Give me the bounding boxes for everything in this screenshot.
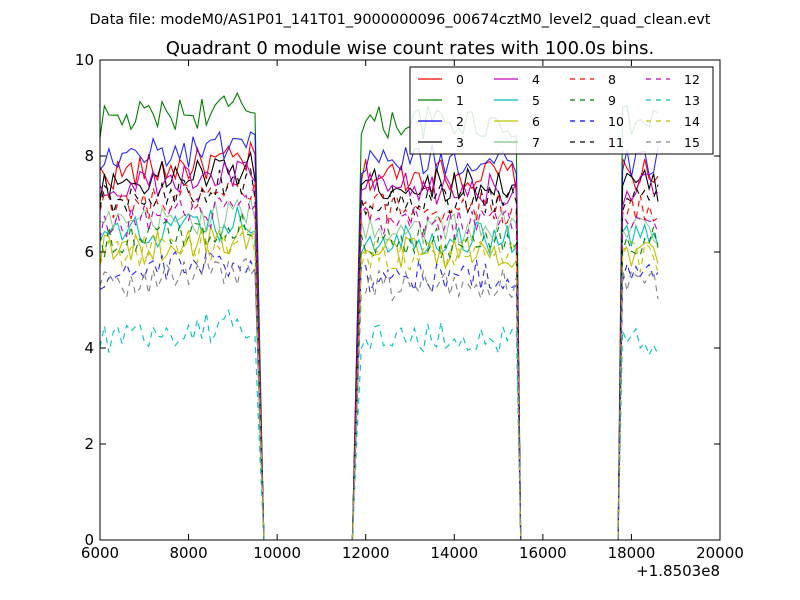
y-tick-label: 6: [84, 243, 94, 261]
x-tick-label: 16000: [519, 544, 567, 562]
legend-label-14: 14: [684, 114, 700, 129]
legend-label-13: 13: [684, 93, 700, 108]
x-offset-label: +1.8503e8: [636, 562, 720, 580]
series-line-10: [99, 250, 659, 541]
plot-area: 6000 8000 10000 12000 14000 16000 18000 20000 0 2…: [75, 51, 744, 562]
legend-label-4: 4: [532, 72, 540, 87]
legend-label-3: 3: [456, 135, 464, 150]
x-tick-label: 14000: [430, 544, 478, 562]
x-tick-label: 10000: [253, 544, 301, 562]
legend-label-5: 5: [532, 93, 540, 108]
legend-label-15: 15: [684, 135, 700, 150]
legend-label-10: 10: [608, 114, 624, 129]
legend-label-11: 11: [608, 135, 624, 150]
series-line-12: [99, 194, 659, 541]
x-tick-label: 8000: [169, 544, 207, 562]
legend-label-0: 0: [456, 72, 464, 87]
legend-label-1: 1: [456, 93, 464, 108]
legend-label-9: 9: [608, 93, 616, 108]
legend-label-2: 2: [456, 114, 464, 129]
y-tick-label: 10: [75, 51, 94, 69]
x-tick-label: 6000: [81, 544, 119, 562]
plot-frame: [99, 59, 721, 541]
y-tick-label: 8: [84, 147, 94, 165]
x-tick-label: 20000: [696, 544, 744, 562]
x-tick-label: 18000: [608, 544, 656, 562]
series-line-14: [99, 226, 659, 541]
ticks-layer: 6000 8000 10000 12000 14000 16000 18000 20000 0 2…: [75, 51, 744, 562]
legend-box: [409, 66, 714, 155]
y-tick-label: 0: [84, 531, 94, 549]
legend-label-6: 6: [532, 114, 540, 129]
legend-label-8: 8: [608, 72, 616, 87]
x-tick-label: 12000: [342, 544, 390, 562]
y-tick-label: 2: [84, 435, 94, 453]
legend-label-7: 7: [532, 135, 540, 150]
chart-suptitle: Data file: modeM0/AS1P01_141T01_90000000…: [90, 12, 711, 28]
chart-title: Quadrant 0 module wise count rates with …: [166, 38, 655, 59]
legend-label-12: 12: [684, 72, 700, 87]
y-tick-label: 4: [84, 339, 94, 357]
